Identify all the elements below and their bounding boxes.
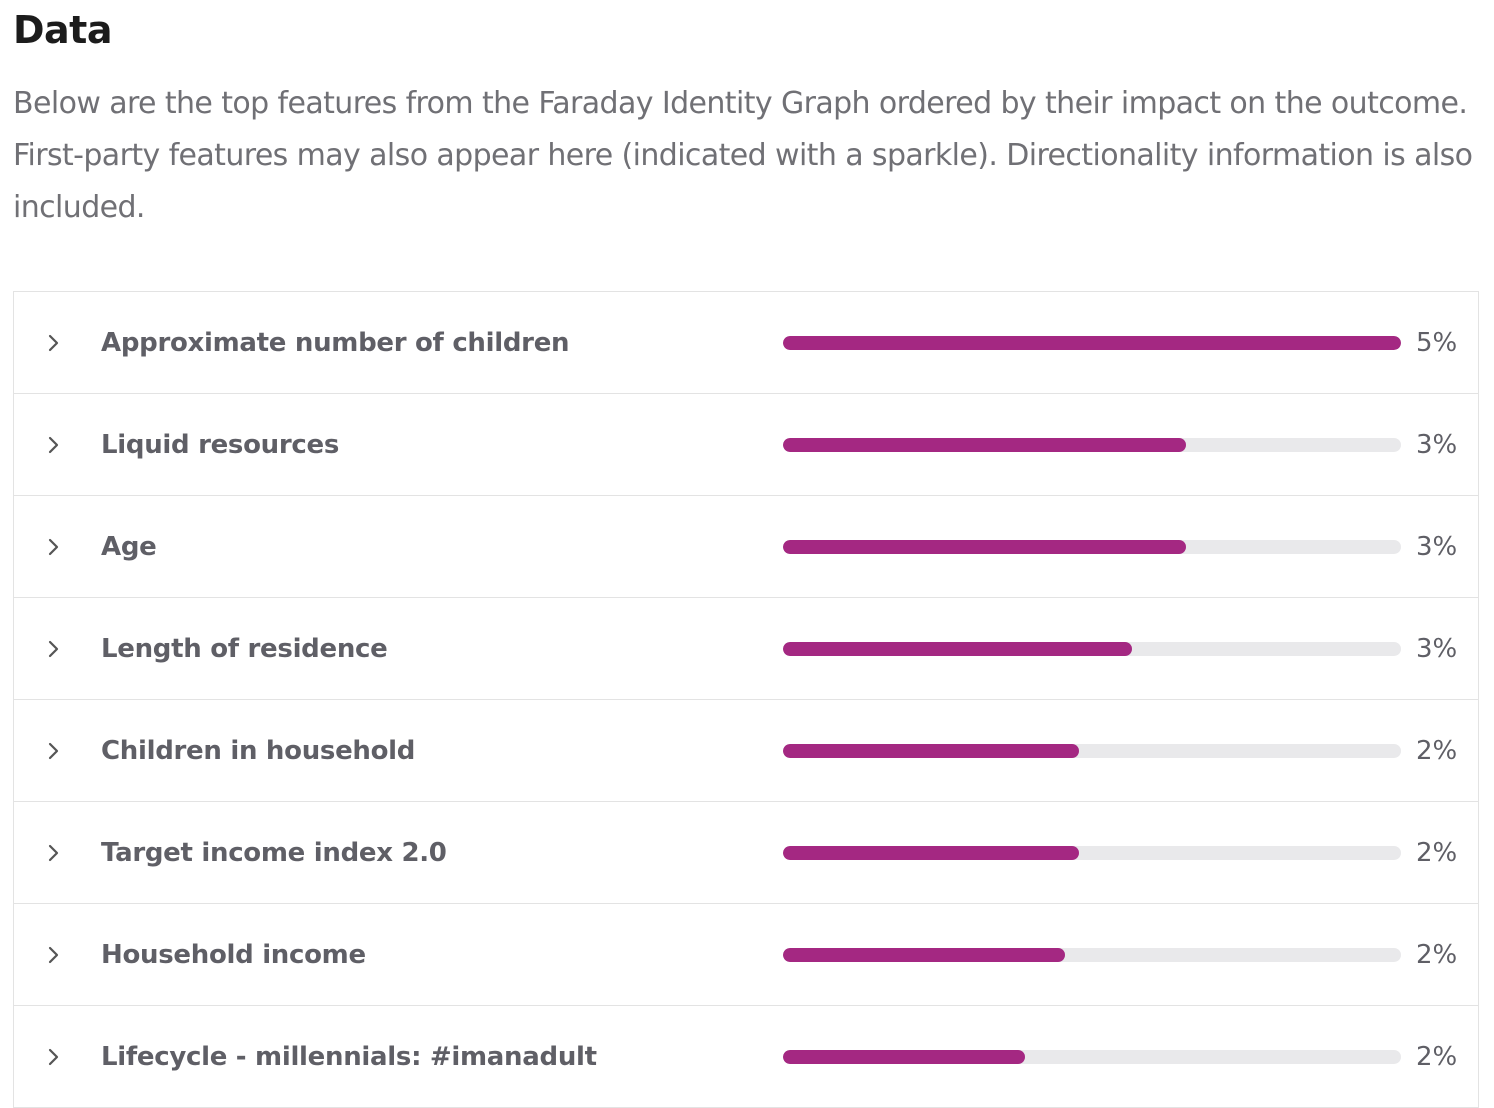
bar-track <box>783 438 1401 452</box>
bar <box>783 336 1401 350</box>
expand-chevron[interactable] <box>46 844 62 862</box>
feature-row[interactable]: Children in household 2% <box>14 700 1478 802</box>
value-label: 5% <box>1416 328 1458 358</box>
feature-name: Children in household <box>101 736 416 766</box>
expand-chevron[interactable] <box>46 946 62 964</box>
feature-table: Approximate number of children 5% Liquid r… <box>13 291 1479 1108</box>
expand-chevron[interactable] <box>46 640 62 658</box>
value-label: 2% <box>1416 736 1458 766</box>
feature-row[interactable]: Target income index 2.0 2% <box>14 802 1478 904</box>
feature-row[interactable]: Household income 2% <box>14 904 1478 1006</box>
feature-name: Liquid resources <box>101 430 340 460</box>
feature-row[interactable]: Lifecycle - millennials: #imanadult 2% <box>14 1006 1478 1108</box>
bar-track <box>783 948 1401 962</box>
feature-name: Age <box>101 532 157 562</box>
value-label: 3% <box>1416 430 1458 460</box>
expand-chevron[interactable] <box>46 334 62 352</box>
bar-track <box>783 1050 1401 1064</box>
value-label: 3% <box>1416 532 1458 562</box>
feature-name: Approximate number of children <box>101 328 570 358</box>
feature-name: Target income index 2.0 <box>101 838 447 868</box>
feature-row[interactable]: Length of residence 3% <box>14 598 1478 700</box>
bar <box>783 744 1079 758</box>
bar-track <box>783 744 1401 758</box>
feature-name: Household income <box>101 940 366 970</box>
bar-track <box>783 642 1401 656</box>
feature-row[interactable]: Liquid resources 3% <box>14 394 1478 496</box>
feature-row[interactable]: Age 3% <box>14 496 1478 598</box>
bar-track <box>783 336 1401 350</box>
value-label: 2% <box>1416 940 1458 970</box>
bar <box>783 948 1066 962</box>
value-label: 2% <box>1416 1042 1458 1072</box>
feature-name: Length of residence <box>101 634 388 664</box>
expand-chevron[interactable] <box>46 742 62 760</box>
bar-track <box>783 540 1401 554</box>
expand-chevron[interactable] <box>46 538 62 556</box>
feature-name: Lifecycle - millennials: #imanadult <box>101 1042 597 1072</box>
bar <box>783 846 1079 860</box>
expand-chevron[interactable] <box>46 436 62 454</box>
expand-chevron[interactable] <box>46 1048 62 1066</box>
bar <box>783 540 1187 554</box>
bar <box>783 1050 1025 1064</box>
description: Below are the top features from the Fara… <box>13 86 1473 225</box>
feature-row[interactable]: Approximate number of children 5% <box>14 292 1478 394</box>
bar <box>783 642 1133 656</box>
value-label: 3% <box>1416 634 1458 664</box>
value-label: 2% <box>1416 838 1458 868</box>
bar-track <box>783 846 1401 860</box>
bar <box>783 438 1187 452</box>
section-title: Data <box>13 8 113 52</box>
